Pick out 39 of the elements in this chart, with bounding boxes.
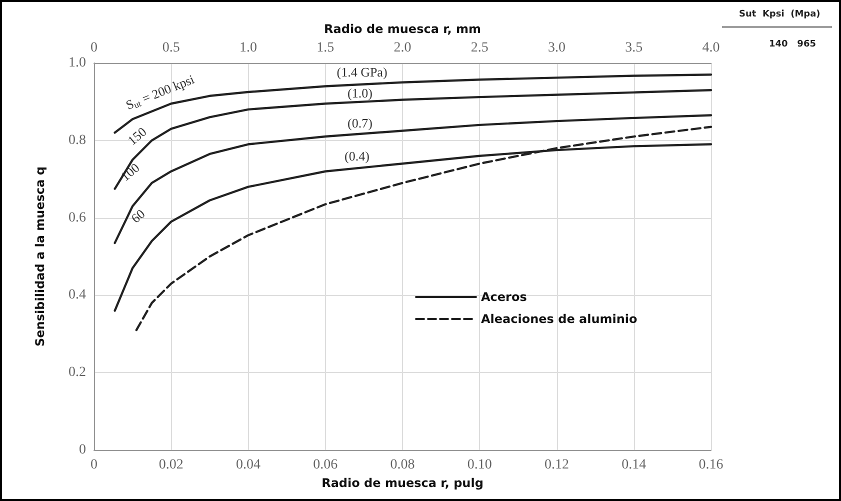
x-tick-label: 0.04 [236, 458, 260, 472]
x-tick-label: 0.10 [467, 458, 492, 472]
x-tick-label: 0.14 [622, 458, 646, 472]
x2-tick-label: 0 [90, 40, 98, 56]
annotation: (0.4) [344, 148, 370, 164]
y-tick-label: 0.2 [68, 365, 86, 380]
legend-label: Aleaciones de aluminio [481, 312, 638, 326]
annotation: Sut = 200 kpsi [124, 71, 197, 113]
annotation: (1.4 GPa) [336, 64, 388, 80]
y-axis-title: Sensibilidad a la muesca q [33, 166, 47, 346]
annotation: (0.7) [348, 116, 372, 130]
x-tick-label: 0 [90, 458, 98, 472]
annotation: (1.0) [348, 86, 372, 100]
y-tick-label: 0.6 [68, 210, 86, 226]
x2-tick-label: 2.0 [394, 40, 412, 56]
text: 140 965 [769, 40, 816, 50]
x-tick-label: 0.08 [390, 458, 415, 472]
text: Sut Kpsi (Mpa) [739, 10, 820, 20]
annotation: 150 [124, 124, 150, 148]
x-tick-label: 0.12 [544, 458, 569, 472]
x2-tick-label: 3.5 [625, 40, 643, 56]
annotation: 60 [128, 206, 148, 226]
x2-axis-title: Radio de muesca r, mm [324, 22, 481, 36]
x2-tick-label: 4.0 [702, 40, 720, 56]
y-tick-label: 0.4 [68, 288, 86, 303]
y-tick-label: 1.0 [68, 56, 86, 70]
y-tick-label: 0.8 [68, 132, 86, 148]
x2-tick-label: 1.5 [316, 40, 334, 56]
x2-tick-label: 3.0 [548, 40, 566, 56]
legend-label: Aceros [481, 290, 527, 304]
x-tick-label: 0.16 [698, 458, 724, 472]
y-tick-label: 0 [79, 442, 86, 458]
x2-tick-label: 2.5 [470, 40, 488, 56]
x-tick-label: 0.06 [313, 458, 338, 472]
x2-tick-label: 1.0 [240, 40, 257, 56]
x2-tick-label: 0.5 [162, 40, 180, 56]
line-series [114, 114, 712, 244]
x-axis-title: Radio de muesca r, pulg [322, 476, 484, 490]
x-tick-label: 0.02 [158, 458, 184, 472]
